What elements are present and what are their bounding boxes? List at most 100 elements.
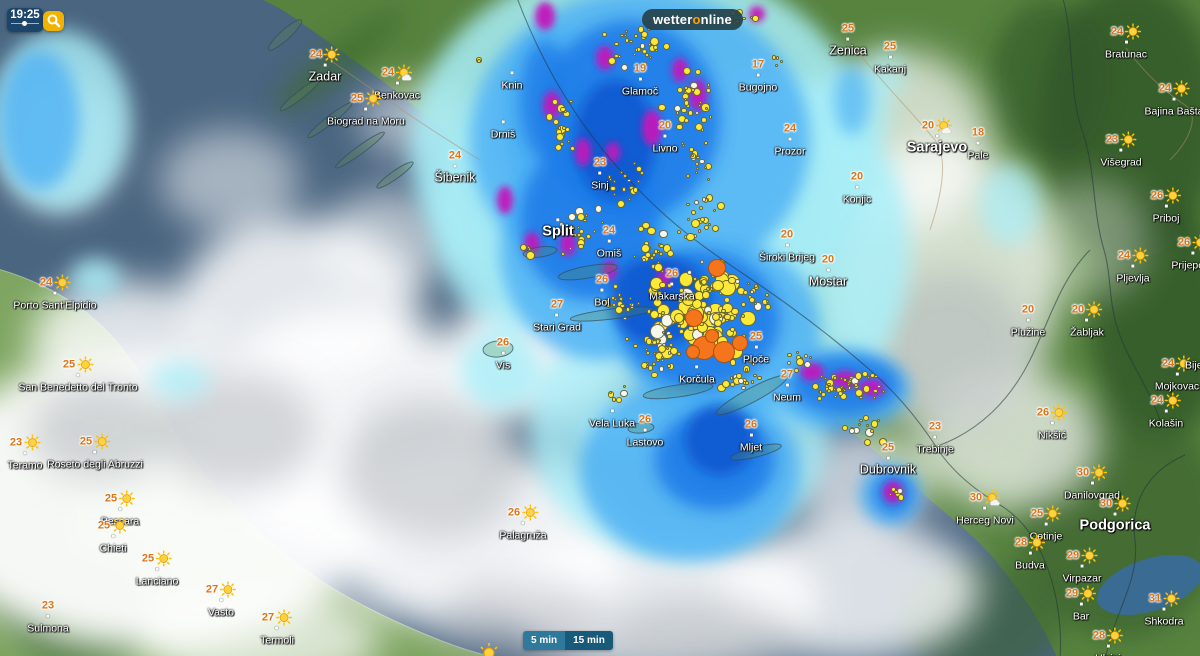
city-label[interactable]: 25 Biograd na Moru	[327, 90, 405, 130]
city-label[interactable]: 27 Vasto	[206, 581, 237, 621]
city-label[interactable]: 20 Plužine	[1011, 302, 1045, 341]
city-label[interactable]: 27 Neum	[773, 367, 801, 406]
city-label[interactable]: 25 Lanciano	[136, 550, 178, 590]
temperature-value: 25	[62, 358, 76, 371]
lightning-strike	[848, 427, 855, 434]
time-display[interactable]: 19:25	[7, 8, 43, 32]
city-label[interactable]: 24 Porto Sant'Elpidio	[13, 274, 97, 314]
lightning-strike	[803, 354, 808, 359]
city-label[interactable]: 27 Stari Grad	[533, 297, 581, 336]
city-label[interactable]: 24 Kolašin	[1149, 392, 1183, 432]
lightning-strike	[700, 278, 707, 285]
city-label[interactable]: 19 Glamoč	[622, 61, 658, 100]
city-label[interactable]: 26 Bol	[594, 272, 609, 311]
city-marker-dot	[521, 521, 525, 525]
city-name: Termoli	[260, 634, 294, 647]
lightning-strike	[744, 368, 749, 372]
lightning-strike	[634, 34, 638, 38]
city-label[interactable]: 30 Herceg Novi	[956, 489, 1014, 529]
sun-icon	[1029, 534, 1046, 551]
city-label[interactable]: 23 Teramo	[7, 434, 43, 474]
search-button[interactable]	[43, 11, 64, 31]
lightning-strike	[584, 213, 588, 217]
city-label[interactable]: Bijelo Polje	[1185, 335, 1200, 374]
city-label[interactable]: 24 Zadar	[309, 46, 341, 86]
city-label[interactable]: 30 Danilovgrad	[1064, 464, 1120, 504]
city-label[interactable]: 25 Ploče	[743, 329, 769, 368]
lightning-strike	[896, 488, 903, 495]
city-label[interactable]: 27 Termoli	[260, 609, 294, 649]
lightning-strike	[686, 233, 695, 242]
lightning-strike	[699, 101, 703, 105]
city-label[interactable]: Drniš	[491, 119, 515, 142]
city-label[interactable]: 20 Konjic	[843, 169, 872, 208]
city-label[interactable]: 24 Mojkovac	[1155, 355, 1199, 395]
city-label[interactable]: Knin	[501, 70, 523, 93]
lightning-strike	[712, 208, 717, 213]
city-marker-dot	[855, 185, 859, 189]
city-label[interactable]: 26 Palagruža	[499, 504, 547, 544]
lightning-strike	[809, 356, 812, 360]
city-label[interactable]: 30 Podgorica	[1080, 495, 1150, 535]
interval-15min-button[interactable]: 15 min	[565, 631, 613, 650]
city-label[interactable]: 26 Priboj	[1151, 187, 1182, 227]
city-label[interactable]: 25 Chieti	[98, 517, 129, 557]
wetteronline-logo[interactable]: wetteronline	[642, 9, 743, 30]
temperature-value: 20	[1071, 303, 1085, 316]
city-label[interactable]: 28 Budva	[1015, 534, 1046, 574]
interval-5min-button[interactable]: 5 min	[523, 631, 566, 650]
city-label[interactable]: 28 Ulcinj	[1093, 627, 1124, 656]
time-scrubber-handle[interactable]	[21, 20, 27, 26]
city-label[interactable]: 26 Nikšić	[1037, 404, 1068, 444]
city-label[interactable]: 25 Roseto degli Abruzzi	[47, 433, 143, 473]
city-label[interactable]: 25 Dubrovnik	[860, 440, 916, 479]
lightning-strike	[662, 244, 671, 253]
city-label[interactable]: 29 Virpazar	[1063, 547, 1101, 587]
city-label[interactable]: 24 Bajina Bašta	[1145, 80, 1200, 120]
city-label[interactable]: 20 Mostar	[809, 252, 847, 291]
weather-badge: 23	[7, 434, 42, 451]
city-label[interactable]: 25 Pescara	[101, 490, 139, 530]
city-label[interactable]: 23 Sinj	[591, 155, 609, 194]
city-marker-dot	[785, 243, 789, 247]
lightning-strike	[695, 166, 699, 170]
city-label[interactable]: Vela Luka	[589, 408, 635, 431]
city-label[interactable]: 26 Mljet	[740, 417, 762, 456]
lightning-strike	[687, 110, 694, 116]
city-label[interactable]: Split	[542, 217, 574, 240]
lightning-strike	[682, 66, 691, 75]
lightning-strike	[804, 361, 811, 369]
city-label[interactable]: 24 Bratunac	[1105, 23, 1147, 63]
weather-badge: 20	[759, 227, 815, 243]
city-label[interactable]: 26 Prijepolje	[1171, 234, 1200, 274]
city-label[interactable]: 26 Makarska	[649, 266, 695, 305]
temperature-value: 25	[749, 330, 763, 343]
city-label[interactable]: 29 Bar	[1066, 585, 1097, 625]
city-label[interactable]: 20 Široki Brijeg	[759, 227, 815, 266]
city-label[interactable]: 24 Benkovac	[374, 64, 420, 104]
city-label[interactable]: 25 Zenica	[829, 21, 867, 60]
city-label[interactable]: 20 Livno	[652, 118, 677, 157]
city-label[interactable]: 23 Trebinje	[916, 419, 954, 458]
city-label[interactable]: 25 San Benedetto del Tronto	[18, 356, 138, 396]
city-label[interactable]: 31 Shkodra	[1144, 590, 1184, 630]
city-label[interactable]: 20 Sarajevo	[907, 117, 967, 157]
city-label[interactable]: 18 Pale	[967, 125, 988, 164]
city-label[interactable]: 26 Lastovo	[627, 412, 664, 451]
city-label[interactable]: 23 Sulmona	[27, 598, 68, 637]
city-label[interactable]: 24 Prozor	[775, 121, 806, 160]
lightning-strike	[827, 382, 832, 387]
city-label[interactable]: 20 Žabljak	[1070, 301, 1104, 341]
city-label[interactable]: 17 Bugojno	[739, 57, 778, 96]
city-label[interactable]: Korčula	[679, 364, 715, 387]
city-label[interactable]: 24 Šibenik	[435, 148, 476, 187]
city-label[interactable]: 24 Pljevlja	[1116, 247, 1150, 287]
city-label[interactable]: 23 Višegrad	[1100, 131, 1142, 171]
city-name: Budva	[1015, 559, 1045, 572]
lightning-strike	[526, 251, 535, 260]
city-marker-dot	[886, 456, 890, 460]
city-label[interactable]: 25 Kakanj	[874, 39, 906, 78]
city-label[interactable]: 24 Omiš	[597, 223, 622, 262]
time-scrubber[interactable]	[11, 20, 39, 27]
city-label[interactable]: 26 Vis	[496, 335, 510, 374]
